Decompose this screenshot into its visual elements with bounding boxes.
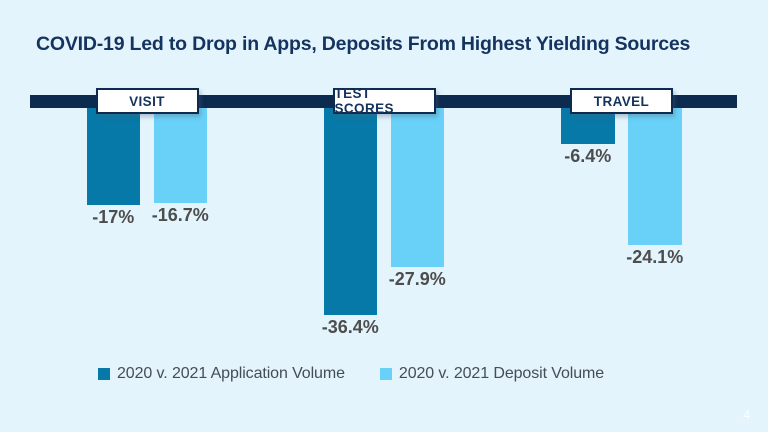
deposit-volume-swatch-icon [379,368,392,380]
value-label-deposit-0: -16.7% [151,205,209,226]
legend-label-application-volume: 2020 v. 2021 Application Volume [117,365,345,382]
bar-deposit-1 [390,95,444,267]
chart-title: COVID-19 Led to Drop in Apps, Deposits F… [36,33,691,55]
category-box-travel: TRAVEL [570,88,673,114]
value-label-deposit-1: -27.9% [388,268,446,289]
value-label-application-1: -36.4% [321,317,379,338]
legend-item-application-volume: 2020 v. 2021 Application Volume [98,365,345,383]
category-box-test-scores: TEST SCORES [332,86,436,116]
legend-item-deposit-volume: 2020 v. 2021 Deposit Volume [379,365,605,383]
application-volume-swatch-icon [98,368,110,380]
legend-label-deposit-volume: 2020 v. 2021 Deposit Volume [398,365,605,382]
bar-deposit-2 [628,95,682,246]
category-box-visit: VISIT [95,88,199,114]
page-number: 4 [743,408,750,422]
legend: 2020 v. 2021 Application Volume 2020 v. … [98,365,604,383]
value-label-application-2: -6.4% [564,146,612,167]
bar-application-1 [323,95,377,316]
value-label-deposit-2: -24.1% [626,247,684,268]
value-label-application-0: -17% [92,206,135,227]
